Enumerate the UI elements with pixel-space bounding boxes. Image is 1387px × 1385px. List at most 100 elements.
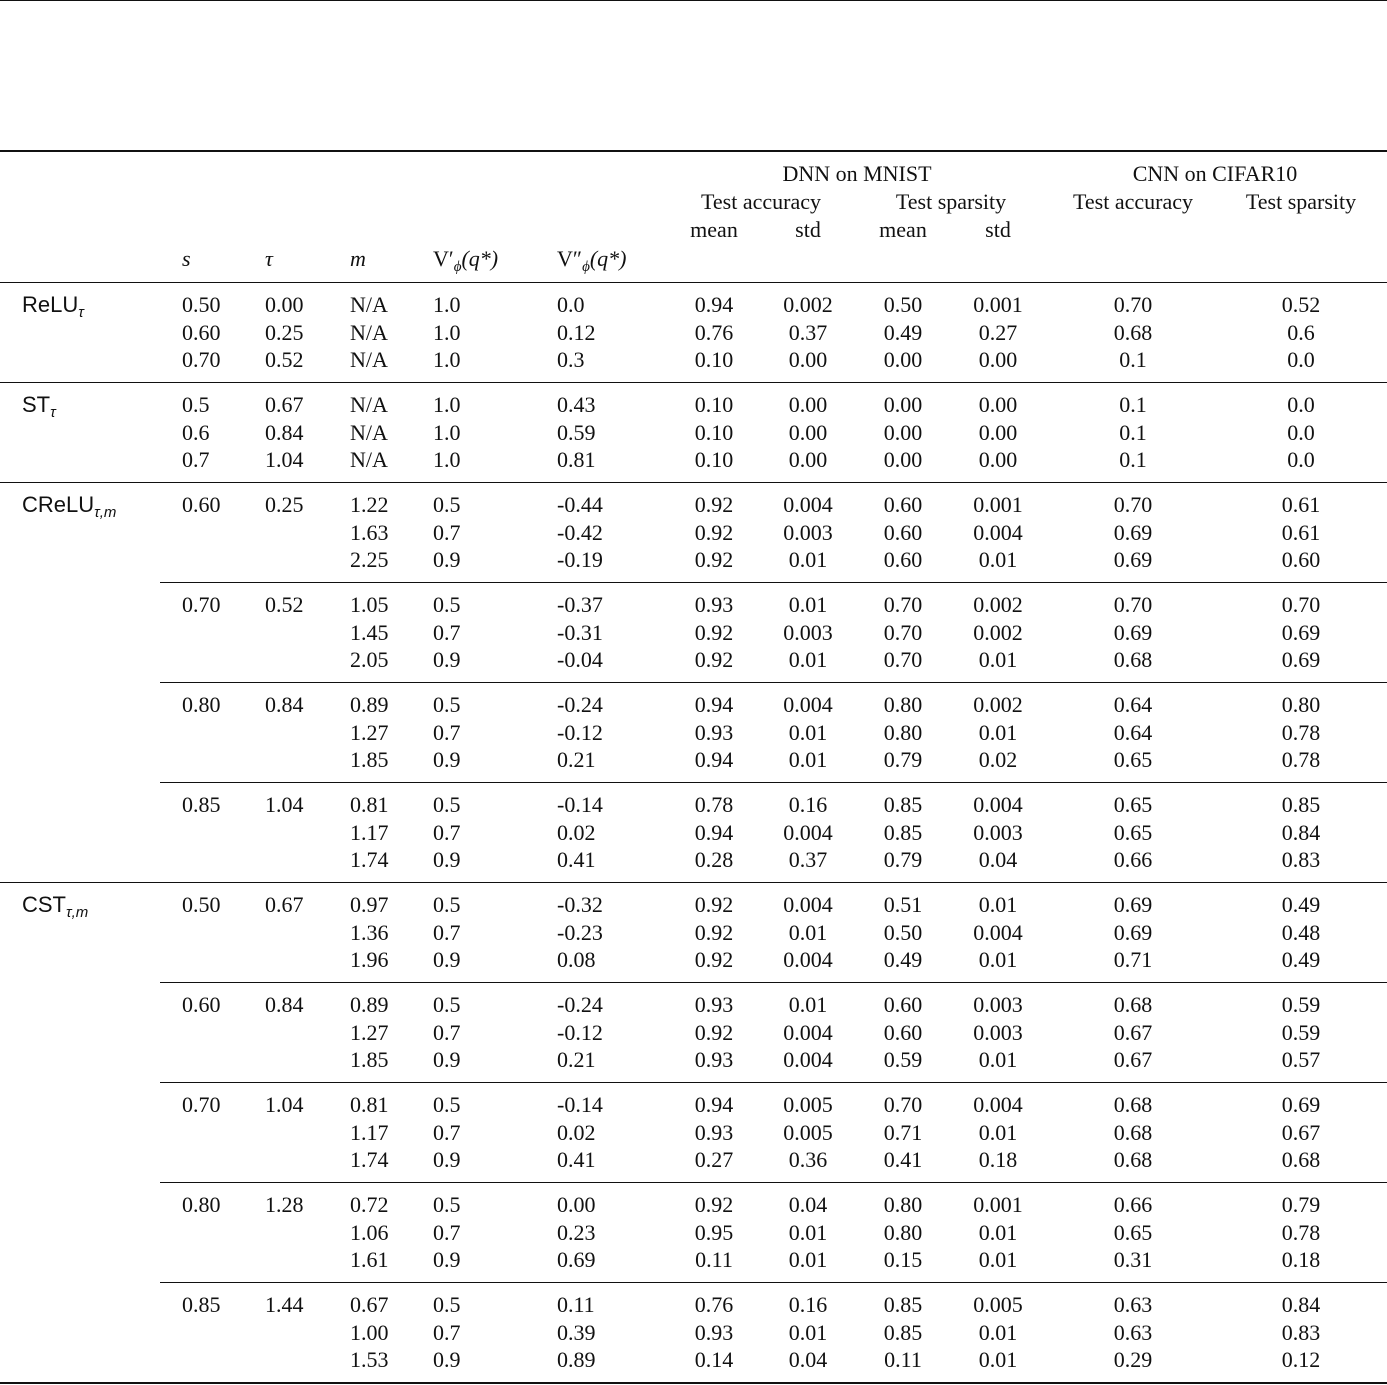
cell: 0.003	[973, 1019, 1023, 1045]
cell: 0.69	[557, 1247, 596, 1273]
metric-header: Test accuracy	[701, 189, 821, 214]
cell: 0.5	[433, 1192, 461, 1217]
cell: 0.70	[1113, 292, 1153, 317]
cell: 0.01	[788, 992, 828, 1017]
cell: 0.84	[265, 419, 304, 445]
column-header: s	[182, 248, 191, 270]
cell: 0.67	[1113, 1019, 1153, 1045]
label-sub: ϕ	[453, 259, 462, 275]
cell: 0.81	[557, 447, 596, 473]
cell: 0.001	[973, 292, 1023, 317]
cell: 0.9	[433, 747, 461, 773]
cell: 0.0	[1287, 419, 1315, 445]
cell: 1.04	[265, 1092, 304, 1117]
cell: 1.0	[433, 347, 461, 373]
cell: 0.78	[1281, 747, 1321, 773]
cell: 0.11	[884, 1347, 922, 1373]
cell: 0.84	[265, 992, 304, 1017]
cell: 0.04	[978, 847, 1018, 873]
cell: N/A	[350, 292, 388, 317]
cell: 0.83	[1281, 1319, 1321, 1345]
rule	[160, 982, 1387, 983]
cell: 0.92	[694, 619, 734, 645]
cell: 0.85	[883, 819, 923, 845]
column-header: m	[350, 248, 366, 270]
cell: 0.9	[433, 647, 461, 673]
cell: 0.69	[1113, 892, 1153, 917]
cell: 0.1	[1119, 347, 1147, 373]
cell: 0.68	[1113, 319, 1153, 345]
cell: 0.37	[788, 319, 828, 345]
cell: 0.64	[1113, 692, 1153, 717]
cell: 0.01	[788, 1219, 828, 1245]
cell: 0.001	[973, 492, 1023, 517]
cell: 0.78	[1281, 719, 1321, 745]
cell: 0.01	[788, 592, 828, 617]
cell: 1.04	[265, 792, 304, 817]
cell: 0.1	[1119, 447, 1147, 473]
cell: 0.50	[182, 892, 221, 917]
cell: 0.95	[694, 1219, 734, 1245]
cell: 0.01	[978, 1047, 1018, 1073]
cell: 0.85	[883, 792, 923, 817]
cell: 0.5	[433, 1292, 461, 1317]
cell: 0.00	[883, 347, 923, 373]
cell: 0.68	[1281, 1147, 1321, 1173]
cell: 0.83	[1281, 847, 1321, 873]
cell: 0.89	[350, 992, 389, 1017]
cell: 0.7	[433, 1219, 461, 1245]
cell: 0.80	[883, 719, 923, 745]
group-header: DNN on MNIST	[782, 161, 932, 186]
cell: 0.00	[883, 447, 923, 473]
rule	[160, 1182, 1387, 1183]
cell: 0.81	[350, 1092, 389, 1117]
cell: 1.27	[350, 1019, 389, 1045]
cell: 0.003	[783, 519, 833, 545]
cell: 1.0	[433, 419, 461, 445]
cell: 0.29	[1113, 1347, 1153, 1373]
cell: 0.01	[788, 1319, 828, 1345]
metric-header: Test sparsity	[1245, 189, 1357, 214]
label-main: V′	[433, 246, 454, 271]
cell: 1.74	[350, 847, 389, 873]
cell: 0.0	[1287, 447, 1315, 473]
cell: 0.004	[783, 1019, 833, 1045]
label-sub: τ	[50, 404, 56, 421]
cell: 1.0	[433, 319, 461, 345]
cell: 0.00	[557, 1192, 596, 1217]
cell: 1.17	[350, 1119, 389, 1145]
cell: -0.19	[557, 547, 603, 573]
cell: 1.85	[350, 1047, 389, 1073]
rule	[0, 1382, 1387, 1384]
cell: 0.80	[883, 1219, 923, 1245]
cell: 0.16	[788, 1292, 828, 1317]
cell: 1.05	[350, 592, 389, 617]
cell: -0.37	[557, 592, 603, 617]
cell: 0.68	[1113, 1092, 1153, 1117]
cell: 0.85	[883, 1292, 923, 1317]
cell: 0.7	[433, 819, 461, 845]
cell: 0.10	[694, 447, 734, 473]
cell: 0.27	[978, 319, 1018, 345]
cell: 0.70	[182, 1092, 221, 1117]
cell: -0.14	[557, 1092, 603, 1117]
cell: 0.79	[883, 747, 923, 773]
stat-header: std	[985, 217, 1011, 242]
cell: 0.31	[1113, 1247, 1153, 1273]
label-main: CST	[22, 892, 66, 917]
cell: 0.01	[788, 647, 828, 673]
cell: 0.84	[265, 692, 304, 717]
cell: 0.3	[557, 347, 585, 373]
cell: 0.85	[182, 1292, 221, 1317]
cell: -0.32	[557, 892, 603, 917]
cell: 0.9	[433, 1347, 461, 1373]
cell: 0.12	[1281, 1347, 1321, 1373]
cell: 0.78	[694, 792, 734, 817]
cell: 0.00	[788, 447, 828, 473]
cell: 0.21	[557, 1047, 596, 1073]
cell: 0.004	[973, 519, 1023, 545]
cell: N/A	[350, 419, 388, 445]
cell: 0.70	[883, 1092, 923, 1117]
cell: 1.04	[265, 447, 304, 473]
cell: 0.004	[973, 792, 1023, 817]
